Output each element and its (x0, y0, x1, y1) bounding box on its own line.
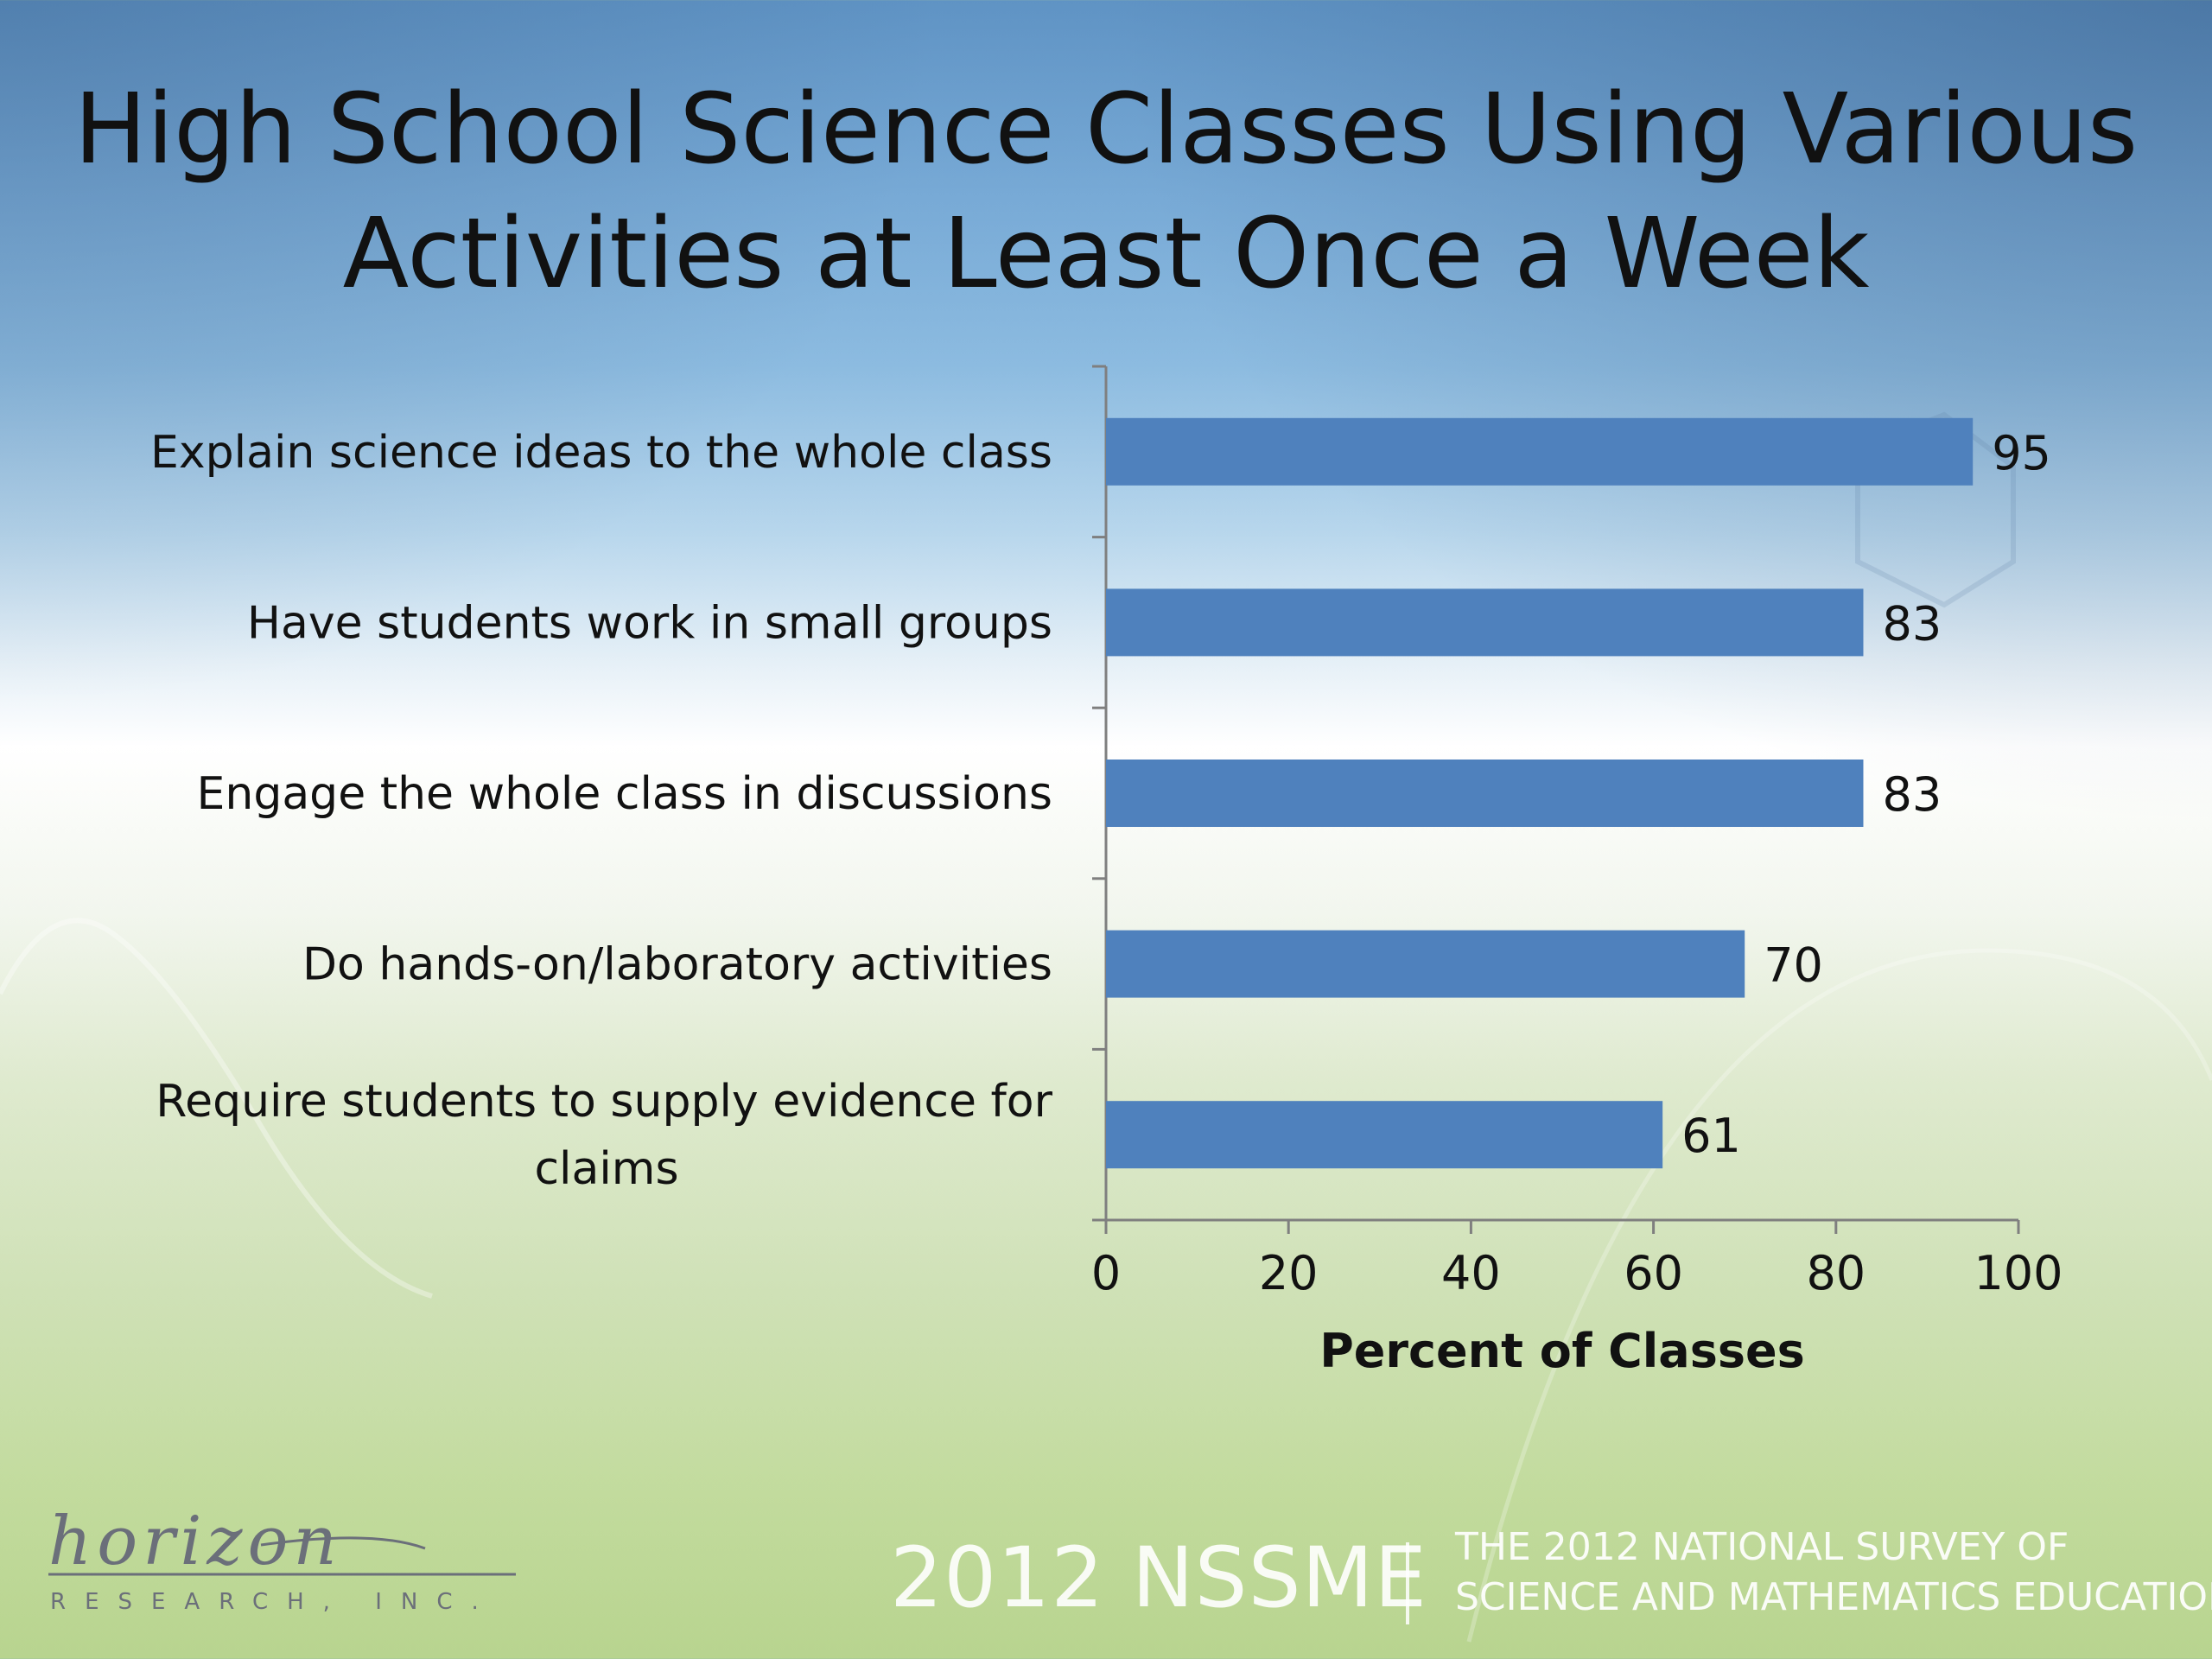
category-label: Explain science ideas to the whole class (150, 427, 1052, 479)
x-axis-title: Percent of Classes (1319, 1324, 1805, 1378)
survey-subtitle: THE 2012 NATIONAL SURVEY OF SCIENCE AND … (1455, 1522, 2212, 1623)
x-tick-label: 0 (1091, 1246, 1121, 1300)
data-label: 83 (1882, 596, 1942, 651)
footer-separator (1406, 1542, 1409, 1624)
data-label: 61 (1681, 1109, 1741, 1163)
survey-subtitle-line-2: SCIENCE AND MATHEMATICS EDUCATION (1455, 1575, 2212, 1619)
chart-title-line-2: Activities at Least Once a Week (342, 198, 1870, 310)
bar (1106, 930, 1745, 998)
x-tick-label: 100 (1974, 1246, 2063, 1300)
bar (1106, 760, 1864, 827)
category-label: Have students work in small groups (247, 597, 1052, 649)
nssme-label: 2012 NSSME (890, 1529, 1427, 1626)
category-label: Do hands-on/laboratory activities (302, 939, 1052, 991)
data-label: 95 (1992, 426, 2051, 480)
logo-tagline: RESEARCH, INC. (50, 1589, 498, 1615)
chart-title: High School Science Classes Using Variou… (0, 67, 2212, 316)
bar (1106, 417, 1974, 486)
category-label: Require students to supply evidence for (156, 1076, 1052, 1128)
bar (1106, 1101, 1663, 1169)
horizon-logo: horizon RESEARCH, INC. (45, 1503, 529, 1637)
x-tick-label: 40 (1441, 1246, 1501, 1300)
bar (1106, 588, 1864, 657)
plot-area: 0 20 40 60 80 100 95 Explain science ideas to t… (150, 365, 2063, 1378)
logo-wordmark: horizon (48, 1503, 342, 1580)
data-label: 70 (1764, 938, 1823, 993)
horizon-logo-mark: horizon RESEARCH, INC. (48, 1503, 516, 1615)
category-label: Engage the whole class in discussions (197, 768, 1053, 820)
x-tick-label: 80 (1806, 1246, 1866, 1300)
chart-title-line-1: High School Science Classes Using Variou… (73, 73, 2139, 186)
category-label: claims (534, 1143, 678, 1195)
survey-subtitle-line-1: THE 2012 NATIONAL SURVEY OF (1455, 1525, 2069, 1569)
x-tick-label: 20 (1259, 1246, 1319, 1300)
data-label: 83 (1882, 767, 1942, 822)
x-tick-label: 60 (1624, 1246, 1683, 1300)
